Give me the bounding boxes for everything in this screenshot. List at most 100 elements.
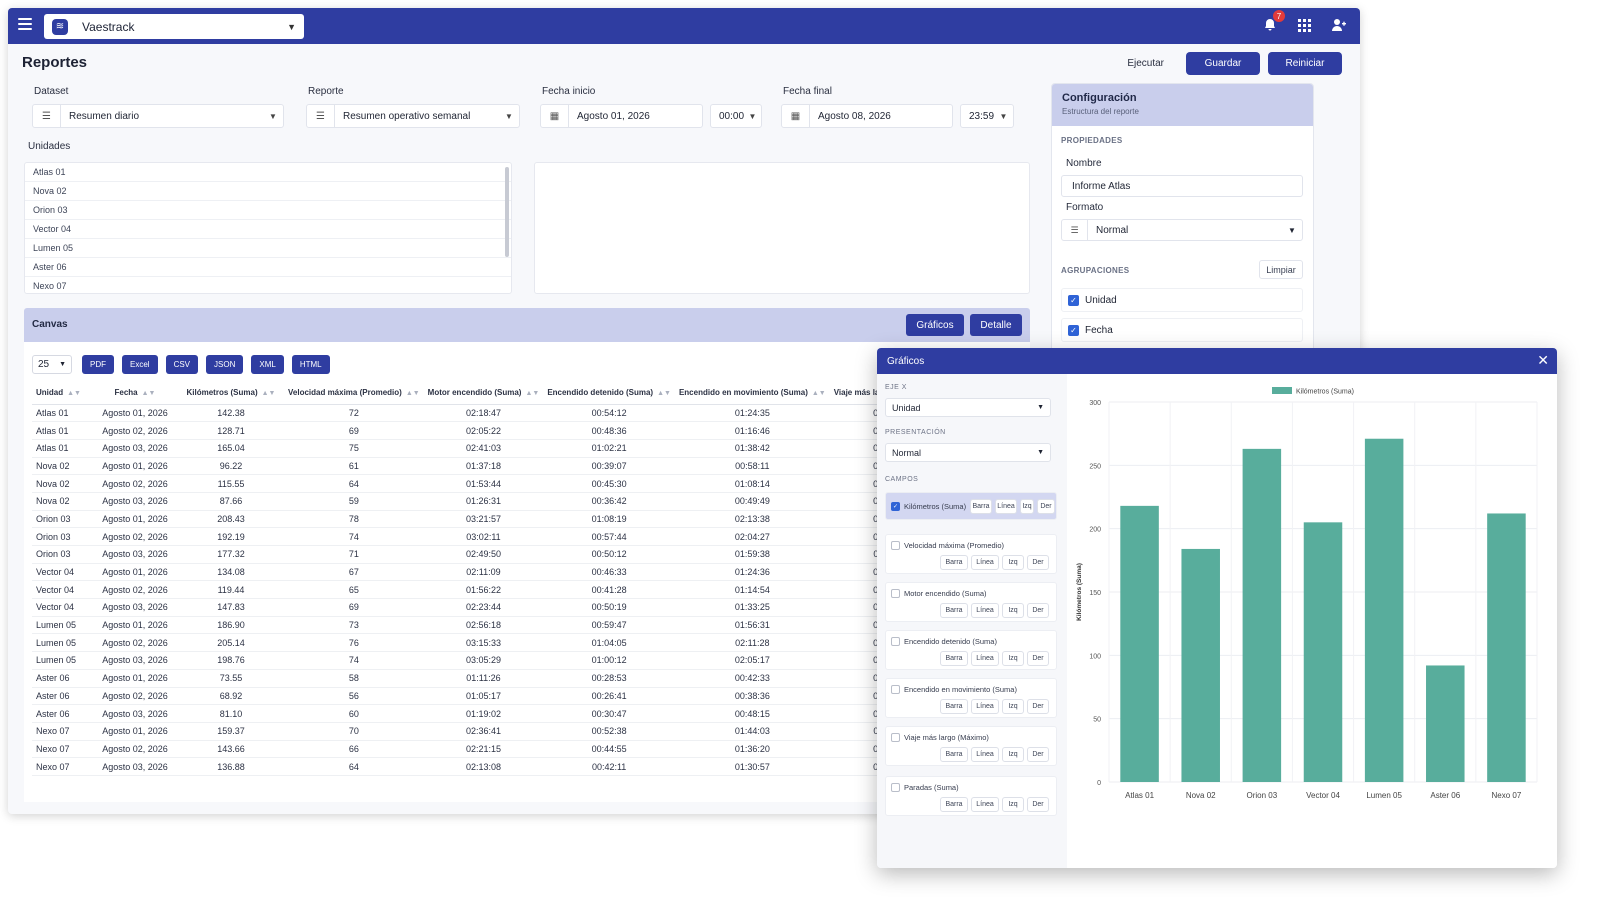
run-button[interactable]: Ejecutar (1127, 58, 1164, 69)
left-axis-button[interactable]: Izq (1020, 499, 1034, 514)
presentation-select[interactable]: Normal ▼ (885, 443, 1051, 462)
table-row[interactable]: Orion 03 Agosto 01, 2026 208.43 78 03:21:57 0… (32, 510, 974, 529)
unit-item[interactable]: Lumen 05 (25, 239, 511, 258)
chart-field-item[interactable]: Paradas (Suma) Barra Línea Izq Der (885, 776, 1057, 816)
column-header[interactable]: Unidad ▲▼ (32, 382, 92, 405)
right-axis-button[interactable]: Der (1037, 499, 1055, 514)
line-type-button[interactable]: Línea (971, 603, 999, 618)
left-axis-button[interactable]: Izq (1002, 555, 1024, 570)
bar-type-button[interactable]: Barra (970, 499, 992, 514)
left-axis-button[interactable]: Izq (1002, 603, 1024, 618)
line-type-button[interactable]: Línea (971, 747, 999, 762)
checkbox-empty-icon[interactable] (891, 733, 900, 742)
table-row[interactable]: Vector 04 Agosto 02, 2026 119.44 65 01:56:22… (32, 580, 974, 600)
line-type-button[interactable]: Línea (971, 699, 999, 714)
export-json-button[interactable]: JSON (206, 355, 244, 374)
charts-button[interactable]: Gráficos (906, 314, 964, 336)
bar-type-button[interactable]: Barra (940, 699, 968, 714)
table-row[interactable]: Lumen 05 Agosto 03, 2026 198.76 74 03:05:29 0… (32, 651, 974, 670)
table-row[interactable]: Orion 03 Agosto 03, 2026 177.32 71 02:49:50 0… (32, 545, 974, 564)
right-axis-button[interactable]: Der (1027, 555, 1049, 570)
table-row[interactable]: Nova 02 Agosto 01, 2026 96.22 61 01:37:18 00:… (32, 457, 974, 476)
selected-units-box[interactable] (534, 162, 1030, 294)
menu-icon[interactable] (18, 18, 32, 32)
export-excel-button[interactable]: Excel (122, 355, 158, 374)
right-axis-button[interactable]: Der (1027, 699, 1049, 714)
chart-field-toggle[interactable]: Velocidad máxima (Promedio) (891, 541, 1004, 550)
unit-item[interactable]: Nexo 07 (25, 277, 511, 293)
table-row[interactable]: Lumen 05 Agosto 01, 2026 186.90 73 02:56:18 0… (32, 616, 974, 635)
checkbox-empty-icon[interactable] (891, 637, 900, 646)
units-scrollbar[interactable] (505, 167, 509, 257)
report-select[interactable]: ☰ Resumen operativo semanal ▼ (306, 104, 520, 128)
x-axis-select[interactable]: Unidad ▼ (885, 398, 1051, 417)
table-row[interactable]: Aster 06 Agosto 02, 2026 68.92 56 01:05:17 00… (32, 687, 974, 706)
clear-groups-button[interactable]: Limpiar (1259, 260, 1303, 279)
table-row[interactable]: Nova 02 Agosto 02, 2026 115.55 64 01:53:44 00… (32, 474, 974, 493)
end-time-select[interactable]: 23:59 ▼ (960, 104, 1014, 128)
group-fecha-checkbox[interactable]: ✓ Fecha (1061, 318, 1303, 342)
units-list[interactable]: Atlas 01 Nova 02 Orion 03 Vector 04 Lume… (24, 162, 512, 294)
table-row[interactable]: Aster 06 Agosto 01, 2026 73.55 58 01:11:26 00… (32, 669, 974, 688)
reset-button[interactable]: Reiniciar (1268, 52, 1342, 75)
start-date-input[interactable]: ▦ Agosto 01, 2026 (540, 104, 703, 128)
table-row[interactable]: Atlas 01 Agosto 02, 2026 128.71 69 02:05:22 0… (32, 421, 974, 440)
chart-field-item[interactable]: Velocidad máxima (Promedio) Barra Línea Izq… (885, 534, 1057, 574)
table-row[interactable]: Vector 04 Agosto 03, 2026 147.83 69 02:23:44… (32, 598, 974, 617)
table-row[interactable]: Aster 06 Agosto 03, 2026 81.10 60 01:19:02 00… (32, 704, 974, 723)
group-unidad-checkbox[interactable]: ✓ Unidad (1061, 288, 1303, 312)
unit-item[interactable]: Atlas 01 (25, 163, 511, 182)
export-pdf-button[interactable]: PDF (82, 355, 114, 374)
save-button[interactable]: Guardar (1186, 52, 1260, 75)
left-axis-button[interactable]: Izq (1002, 797, 1024, 812)
column-header[interactable]: Fecha ▲▼ (92, 382, 178, 405)
export-csv-button[interactable]: CSV (165, 355, 199, 374)
export-xml-button[interactable]: XML (251, 355, 284, 374)
left-axis-button[interactable]: Izq (1002, 699, 1024, 714)
chart-field-item[interactable]: Encendido detenido (Suma) Barra Línea Izq De… (885, 630, 1057, 670)
unit-item[interactable]: Nova 02 (25, 182, 511, 201)
app-selector[interactable]: ≋ Vaestrack ▼ (44, 14, 304, 39)
left-axis-button[interactable]: Izq (1002, 747, 1024, 762)
checkbox-empty-icon[interactable] (891, 783, 900, 792)
right-axis-button[interactable]: Der (1027, 651, 1049, 666)
export-html-button[interactable]: HTML (291, 355, 330, 374)
chart-field-toggle[interactable]: Encendido en movimiento (Suma) (891, 685, 1017, 694)
table-row[interactable]: Nexo 07 Agosto 01, 2026 159.37 70 02:36:41 00… (32, 722, 974, 741)
detail-button[interactable]: Detalle (970, 314, 1022, 336)
checkbox-checked-icon[interactable]: ✓ (891, 502, 900, 511)
line-type-button[interactable]: Línea (995, 499, 1017, 514)
right-axis-button[interactable]: Der (1027, 603, 1049, 618)
report-name-input[interactable]: Informe Atlas (1061, 175, 1303, 197)
column-header[interactable]: Velocidad máxima (Promedio) ▲▼ (284, 382, 424, 405)
column-header[interactable]: Kilómetros (Suma) ▲▼ (178, 382, 284, 405)
table-row[interactable]: Nexo 07 Agosto 03, 2026 136.88 64 02:13:08 00… (32, 757, 974, 776)
apps-grid-icon[interactable] (1296, 16, 1312, 34)
bar-type-button[interactable]: Barra (940, 797, 968, 812)
bar-type-button[interactable]: Barra (940, 747, 968, 762)
table-row[interactable]: Atlas 01 Agosto 01, 2026 142.38 72 02:18:47 0… (32, 404, 974, 423)
user-add-icon[interactable] (1330, 16, 1346, 34)
table-row[interactable]: Nexo 07 Agosto 02, 2026 143.66 66 02:21:15 00… (32, 740, 974, 759)
checkbox-empty-icon[interactable] (891, 589, 900, 598)
left-axis-button[interactable]: Izq (1002, 651, 1024, 666)
line-type-button[interactable]: Línea (971, 797, 999, 812)
checkbox-empty-icon[interactable] (891, 685, 900, 694)
bell-icon[interactable]: 7 (1262, 10, 1285, 34)
chart-field-toggle[interactable]: Encendido detenido (Suma) (891, 637, 997, 646)
unit-item[interactable]: Aster 06 (25, 258, 511, 277)
close-icon[interactable]: ✕ (1537, 352, 1549, 368)
page-size-select[interactable]: 25 ▼ (32, 355, 72, 374)
bar-type-button[interactable]: Barra (940, 651, 968, 666)
chart-field-item[interactable]: Viaje más largo (Máximo) Barra Línea Izq Der (885, 726, 1057, 766)
column-header[interactable]: Encendido detenido (Suma) ▲▼ (543, 382, 675, 405)
chart-field-item[interactable]: Motor encendido (Suma) Barra Línea Izq Der (885, 582, 1057, 622)
table-row[interactable]: Atlas 01 Agosto 03, 2026 165.04 75 02:41:03 0… (32, 439, 974, 458)
end-date-input[interactable]: ▦ Agosto 08, 2026 (781, 104, 953, 128)
line-type-button[interactable]: Línea (971, 555, 999, 570)
dataset-select[interactable]: ☰ Resumen diario ▼ (32, 104, 284, 128)
right-axis-button[interactable]: Der (1027, 797, 1049, 812)
chart-field-item[interactable]: Encendido en movimiento (Suma) Barra Línea… (885, 678, 1057, 718)
checkbox-empty-icon[interactable] (891, 541, 900, 550)
chart-field-toggle[interactable]: ✓ Kilómetros (Suma) (891, 502, 966, 511)
